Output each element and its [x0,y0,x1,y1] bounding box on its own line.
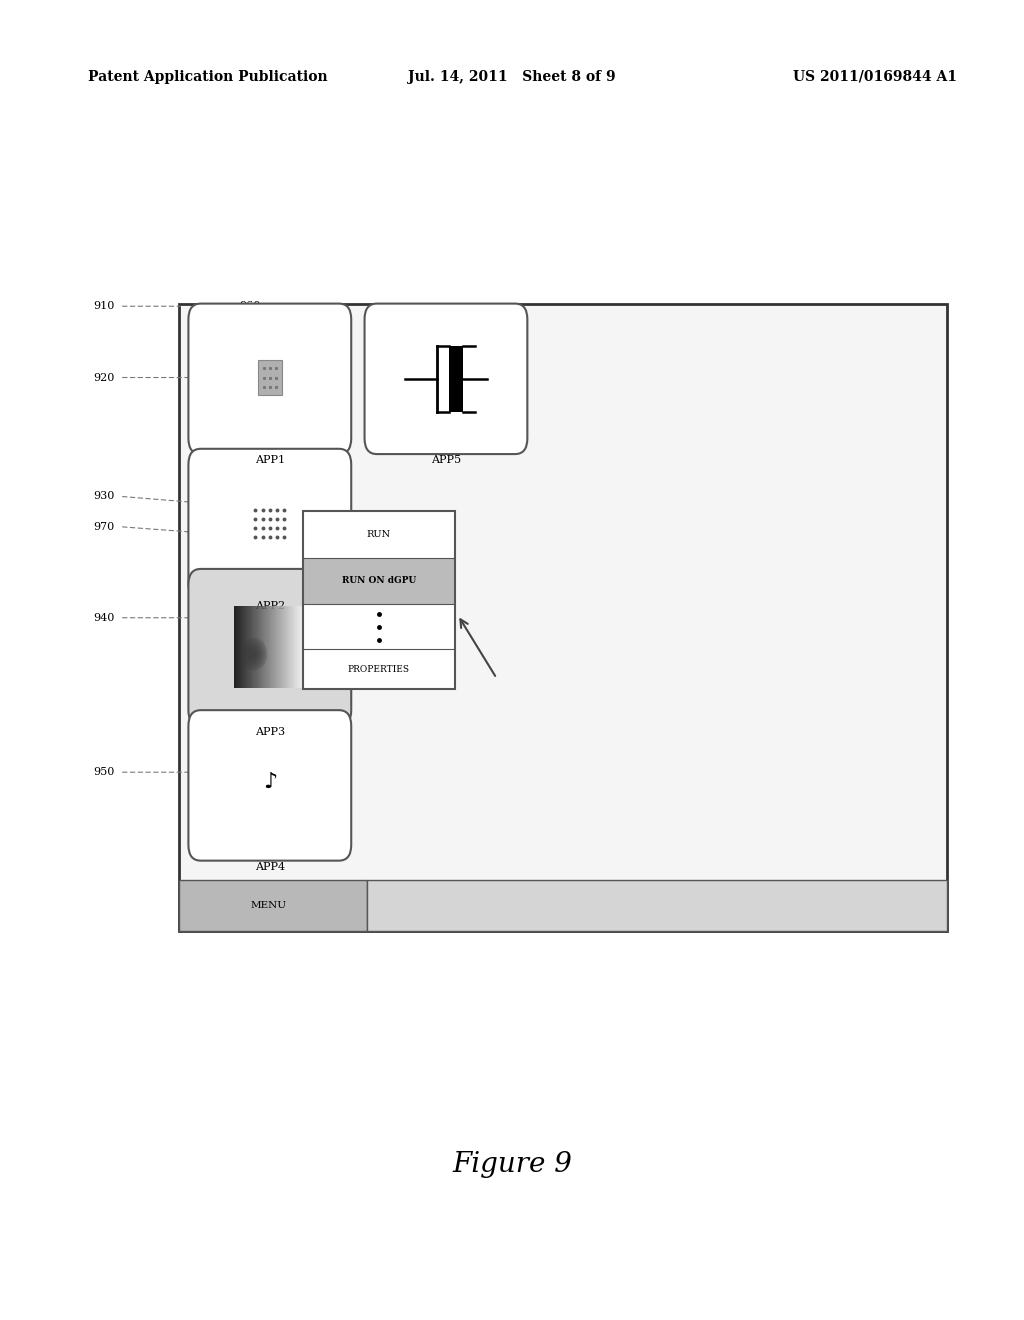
FancyBboxPatch shape [179,304,947,931]
Text: RUN: RUN [367,529,391,539]
FancyBboxPatch shape [188,449,351,599]
Text: 910: 910 [93,301,115,312]
Text: APP4: APP4 [255,862,285,873]
Circle shape [246,643,263,665]
Text: MENU: MENU [251,902,287,909]
FancyBboxPatch shape [258,360,283,395]
Bar [303,557,455,605]
Text: 940: 940 [93,612,115,623]
Circle shape [254,652,256,656]
Text: 960: 960 [240,301,261,312]
Circle shape [252,651,257,657]
Circle shape [242,638,266,671]
FancyBboxPatch shape [365,304,527,454]
Bar [368,880,947,931]
Text: APP2: APP2 [255,601,285,611]
Circle shape [249,647,260,661]
FancyBboxPatch shape [188,304,351,454]
Text: Patent Application Publication: Patent Application Publication [88,70,328,83]
Bar [303,511,455,689]
Text: Jul. 14, 2011   Sheet 8 of 9: Jul. 14, 2011 Sheet 8 of 9 [409,70,615,83]
Circle shape [250,648,259,660]
FancyBboxPatch shape [188,710,351,861]
Bar [303,511,455,689]
Text: 930: 930 [93,491,115,502]
Circle shape [247,644,262,664]
Text: ♪: ♪ [263,771,276,792]
Text: Figure 9: Figure 9 [452,1151,572,1177]
Bar [449,346,463,412]
Text: 920: 920 [93,372,115,383]
Text: US 2011/0169844 A1: US 2011/0169844 A1 [794,70,957,83]
Text: PROPERTIES: PROPERTIES [348,665,410,673]
Text: APP1: APP1 [255,455,285,466]
Text: 950: 950 [93,767,115,777]
Text: APP5: APP5 [431,455,461,466]
Text: RUN ON dGPU: RUN ON dGPU [342,577,416,586]
Bar [179,880,368,931]
Text: 970: 970 [93,521,115,532]
Circle shape [244,640,265,668]
Text: APP3: APP3 [255,727,285,738]
FancyBboxPatch shape [188,569,351,726]
